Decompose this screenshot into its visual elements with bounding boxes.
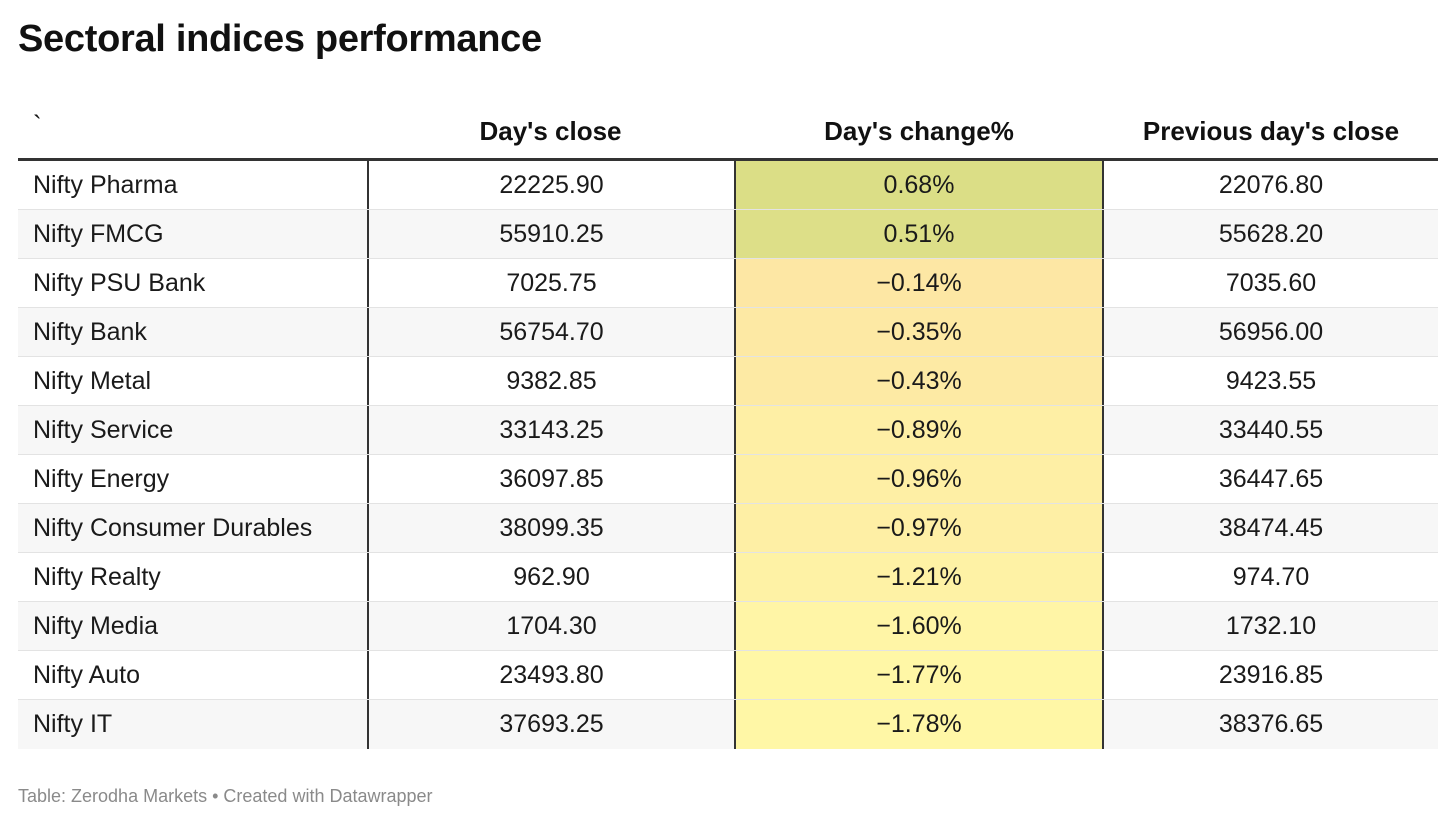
days-close-cell: 23493.80 — [367, 651, 734, 699]
days-change-cell: 0.68% — [734, 161, 1104, 209]
days-close-cell: 36097.85 — [367, 455, 734, 503]
days-close-cell: 7025.75 — [367, 259, 734, 307]
index-name-cell: Nifty Consumer Durables — [33, 513, 313, 542]
days-change-cell: −0.14% — [734, 259, 1104, 307]
days-change-cell: −0.96% — [734, 455, 1104, 503]
footer-separator: • — [207, 786, 224, 806]
index-name-cell: Nifty PSU Bank — [33, 268, 206, 297]
days-change-cell: −1.78% — [734, 700, 1104, 749]
header-previous-close: Previous day's close — [1142, 115, 1400, 146]
table-header-row: ` Day's close Day's change% Previous day… — [18, 104, 1438, 161]
previous-close-cell: 22076.80 — [1218, 170, 1324, 199]
table-row: Nifty IT 37693.25 −1.78% 38376.65 — [18, 700, 1438, 749]
days-close-cell: 33143.25 — [367, 406, 734, 454]
previous-close-cell: 1732.10 — [1225, 611, 1317, 640]
index-name-cell: Nifty IT — [33, 710, 113, 738]
source-note: Table: Zerodha Markets — [18, 786, 208, 806]
previous-close-cell: 55628.20 — [1218, 219, 1324, 248]
table-body: Nifty Pharma 22225.90 0.68% 22076.80 Nifty F… — [18, 161, 1438, 749]
table-row: Nifty Service 33143.25 −0.89% 33440.55 — [18, 406, 1438, 455]
previous-close-cell: 38376.65 — [1218, 710, 1324, 738]
days-close-cell: 22225.90 — [367, 161, 734, 209]
days-change-cell: −0.97% — [734, 504, 1104, 552]
days-close-cell: 38099.35 — [367, 504, 734, 552]
table-footer: Table: Zerodha Markets • Created with Da… — [18, 786, 433, 807]
index-name-cell: Nifty Service — [33, 415, 174, 444]
index-name-cell: Nifty Bank — [33, 317, 147, 346]
days-close-cell: 1704.30 — [367, 602, 734, 650]
previous-close-cell: 33440.55 — [1218, 415, 1324, 444]
sectoral-indices-table: ` Day's close Day's change% Previous day… — [18, 104, 1438, 749]
header-days-change: Day's change% — [824, 115, 1014, 146]
previous-close-cell: 9423.55 — [1225, 366, 1317, 395]
header-days-close: Day's close — [479, 115, 622, 146]
days-close-cell: 962.90 — [367, 553, 734, 601]
days-change-cell: −1.77% — [734, 651, 1104, 699]
index-name-cell: Nifty FMCG — [33, 219, 164, 248]
days-close-cell: 55910.25 — [367, 210, 734, 258]
days-close-cell: 37693.25 — [367, 700, 734, 749]
previous-close-cell: 38474.45 — [1218, 513, 1324, 542]
table-row: Nifty PSU Bank 7025.75 −0.14% 7035.60 — [18, 259, 1438, 308]
table-row: Nifty FMCG 55910.25 0.51% 55628.20 — [18, 210, 1438, 259]
table-row: Nifty Bank 56754.70 −0.35% 56956.00 — [18, 308, 1438, 357]
days-change-cell: −0.43% — [734, 357, 1104, 405]
previous-close-cell: 56956.00 — [1218, 317, 1324, 346]
days-change-cell: −0.35% — [734, 308, 1104, 356]
previous-close-cell: 974.70 — [1232, 562, 1310, 591]
header-index-name: ` — [33, 110, 42, 140]
days-close-cell: 9382.85 — [367, 357, 734, 405]
table-row: Nifty Realty 962.90 −1.21% 974.70 — [18, 553, 1438, 602]
days-change-cell: 0.51% — [734, 210, 1104, 258]
table-title: Sectoral indices performance — [18, 18, 542, 60]
days-close-cell: 56754.70 — [367, 308, 734, 356]
days-change-cell: −1.60% — [734, 602, 1104, 650]
credit-note: Created with Datawrapper — [223, 786, 433, 806]
previous-close-cell: 23916.85 — [1218, 660, 1324, 689]
previous-close-cell: 7035.60 — [1225, 268, 1317, 297]
table-row: Nifty Metal 9382.85 −0.43% 9423.55 — [18, 357, 1438, 406]
index-name-cell: Nifty Metal — [33, 366, 152, 395]
index-name-cell: Nifty Auto — [33, 660, 140, 689]
table-row: Nifty Media 1704.30 −1.60% 1732.10 — [18, 602, 1438, 651]
table-row: Nifty Auto 23493.80 −1.77% 23916.85 — [18, 651, 1438, 700]
days-change-cell: −0.89% — [734, 406, 1104, 454]
index-name-cell: Nifty Media — [33, 611, 159, 640]
previous-close-cell: 36447.65 — [1218, 464, 1324, 493]
table-row: Nifty Consumer Durables 38099.35 −0.97% 384… — [18, 504, 1438, 553]
table-row: Nifty Pharma 22225.90 0.68% 22076.80 — [18, 161, 1438, 210]
days-change-cell: −1.21% — [734, 553, 1104, 601]
index-name-cell: Nifty Pharma — [33, 170, 178, 199]
index-name-cell: Nifty Realty — [33, 562, 161, 591]
table-row: Nifty Energy 36097.85 −0.96% 36447.65 — [18, 455, 1438, 504]
index-name-cell: Nifty Energy — [33, 464, 170, 493]
